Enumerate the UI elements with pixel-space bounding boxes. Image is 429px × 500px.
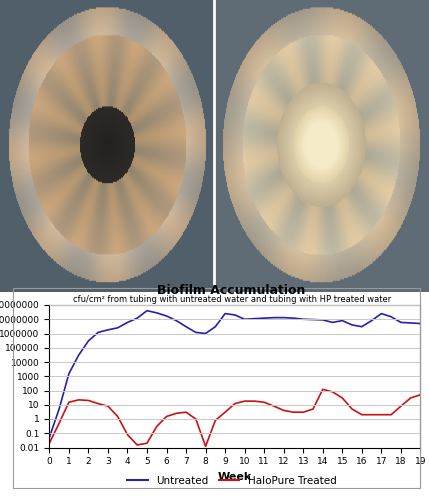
- Legend: Untreated, HaloPure Treated: Untreated, HaloPure Treated: [123, 472, 341, 490]
- Text: cfu/cm² from tubing with untreated water and tubing with HP treated water: cfu/cm² from tubing with untreated water…: [73, 294, 391, 304]
- Text: Biofilm Accumulation: Biofilm Accumulation: [157, 284, 306, 298]
- X-axis label: Week: Week: [218, 472, 252, 482]
